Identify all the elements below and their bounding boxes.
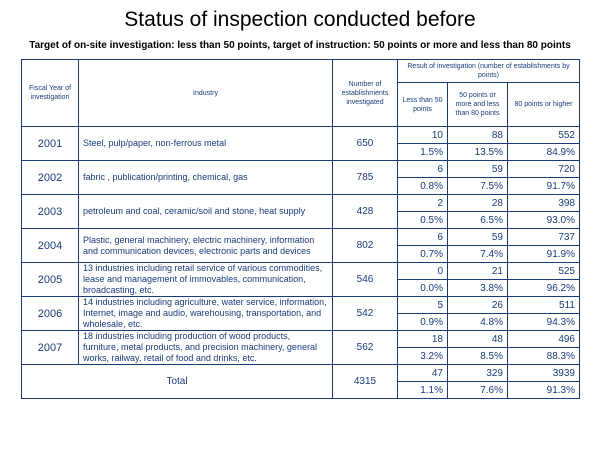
count-50-to-80: 26 — [447, 296, 508, 314]
industry-cell: 14 industries including agriculture, wat… — [78, 296, 333, 331]
percent-80-or-higher: 91.3% — [507, 381, 580, 399]
percent-80-or-higher: 93.0% — [507, 211, 580, 229]
establishments-count-cell: 650 — [332, 126, 398, 161]
count-less-than-50: 0 — [397, 262, 448, 280]
count-80-or-higher: 511 — [507, 296, 580, 314]
count-less-than-50: 2 — [397, 194, 448, 212]
table-row-percent: 0.7% 7.4% 91.9% — [22, 245, 580, 263]
establishments-count-cell: 542 — [332, 296, 398, 331]
establishments-count-cell: 562 — [332, 330, 398, 365]
industry-cell: petroleum and coal, ceramic/soil and sto… — [78, 194, 333, 229]
table-row: 2002 fabric , publication/printing, chemi… — [21, 160, 580, 195]
industry-cell: 18 industries including production of wo… — [78, 330, 333, 365]
percent-less-than-50: 0.8% — [397, 177, 448, 195]
percent-80-or-higher: 91.7% — [507, 177, 580, 195]
count-50-to-80: 59 — [447, 228, 508, 246]
header-fiscal-year: Fiscal Year of investigation — [21, 59, 79, 127]
percent-50-to-80: 3.8% — [447, 279, 508, 297]
percent-80-or-higher: 84.9% — [507, 143, 580, 161]
establishments-count-cell: 428 — [332, 194, 398, 229]
percent-less-than-50: 0.0% — [397, 279, 448, 297]
percent-less-than-50: 1.1% — [397, 381, 448, 399]
count-80-or-higher: 525 — [507, 262, 580, 280]
count-80-or-higher: 720 — [507, 160, 580, 178]
percent-80-or-higher: 94.3% — [507, 313, 580, 331]
fiscal-year-cell: 2001 — [21, 126, 79, 161]
header-less-than-50: Less than 50 points — [397, 82, 448, 127]
count-less-than-50: 47 — [397, 364, 448, 382]
page-subtitle: Target of on-site investigation: less th… — [29, 40, 571, 51]
percent-less-than-50: 0.5% — [397, 211, 448, 229]
fiscal-year-cell: 2006 — [21, 296, 79, 331]
count-80-or-higher: 552 — [507, 126, 580, 144]
fiscal-year-cell: 2004 — [21, 228, 79, 263]
fiscal-year-cell: 2003 — [21, 194, 79, 229]
count-50-to-80: 59 — [447, 160, 508, 178]
count-less-than-50: 18 — [397, 330, 448, 348]
count-less-than-50: 10 — [397, 126, 448, 144]
fiscal-year-cell: 2005 — [21, 262, 79, 297]
count-80-or-higher: 3939 — [507, 364, 580, 382]
count-50-to-80: 88 — [447, 126, 508, 144]
header-80-or-higher: 80 points or higher — [507, 82, 580, 127]
industry-cell: Steel, pulp/paper, non-ferrous metal — [78, 126, 333, 161]
percent-less-than-50: 0.9% — [397, 313, 448, 331]
page-title: Status of inspection conducted before — [124, 8, 476, 31]
count-less-than-50: 6 — [397, 228, 448, 246]
percent-50-to-80: 7.5% — [447, 177, 508, 195]
count-80-or-higher: 398 — [507, 194, 580, 212]
establishments-count-cell: 785 — [332, 160, 398, 195]
count-less-than-50: 5 — [397, 296, 448, 314]
establishments-count-cell: 4315 — [332, 364, 398, 399]
percent-80-or-higher: 91.9% — [507, 245, 580, 263]
header-industry: Industry — [78, 59, 333, 127]
inspection-table: Fiscal Year of investigation Industry Nu… — [21, 59, 580, 399]
industry-cell: 13 industries including retail service o… — [78, 262, 333, 297]
table-row: 2005 13 industries including retail servi… — [21, 262, 580, 297]
percent-50-to-80: 8.5% — [447, 347, 508, 365]
percent-50-to-80: 4.8% — [447, 313, 508, 331]
percent-50-to-80: 6.5% — [447, 211, 508, 229]
table-row: 2003 petroleum and coal, ceramic/soil and… — [21, 194, 580, 229]
table-row-percent: 0.5% 6.5% 93.0% — [22, 211, 580, 229]
table-row: 2006 14 industries including agriculture,… — [21, 296, 580, 331]
industry-cell: Plastic, general machinery, electric mac… — [78, 228, 333, 263]
header-50-to-80: 50 points or more and less than 80 point… — [447, 82, 508, 127]
count-50-to-80: 28 — [447, 194, 508, 212]
table-row: Total 4315 47 329 3939 — [21, 364, 580, 399]
percent-80-or-higher: 88.3% — [507, 347, 580, 365]
percent-50-to-80: 7.6% — [447, 381, 508, 399]
establishments-count-cell: 546 — [332, 262, 398, 297]
percent-less-than-50: 3.2% — [397, 347, 448, 365]
table-row-percent: 1.1% 7.6% 91.3% — [22, 381, 580, 399]
table-body: 2001 Steel, pulp/paper, non-ferrous metal… — [21, 126, 580, 399]
table-row-percent: 3.2% 8.5% 88.3% — [22, 347, 580, 365]
total-label: Total — [21, 364, 333, 399]
header-number-investigated: Number of establishments investigated — [332, 59, 398, 127]
establishments-count-cell: 802 — [332, 228, 398, 263]
table-row: 2001 Steel, pulp/paper, non-ferrous metal… — [21, 126, 580, 161]
table-row: 2004 Plastic, general machinery, electric… — [21, 228, 580, 263]
count-80-or-higher: 496 — [507, 330, 580, 348]
fiscal-year-cell: 2002 — [21, 160, 79, 195]
count-50-to-80: 21 — [447, 262, 508, 280]
percent-50-to-80: 13.5% — [447, 143, 508, 161]
table-row-percent: 0.9% 4.8% 94.3% — [22, 313, 580, 331]
industry-cell: fabric , publication/printing, chemical,… — [78, 160, 333, 195]
count-less-than-50: 6 — [397, 160, 448, 178]
table-row-percent: 1.5% 13.5% 84.9% — [22, 143, 580, 161]
percent-less-than-50: 1.5% — [397, 143, 448, 161]
fiscal-year-cell: 2007 — [21, 330, 79, 365]
count-80-or-higher: 737 — [507, 228, 580, 246]
count-50-to-80: 48 — [447, 330, 508, 348]
header-result: Result of investigation (number of estab… — [397, 59, 580, 83]
percent-less-than-50: 0.7% — [397, 245, 448, 263]
percent-50-to-80: 7.4% — [447, 245, 508, 263]
table-row: 2007 18 industries including production o… — [21, 330, 580, 365]
count-50-to-80: 329 — [447, 364, 508, 382]
percent-80-or-higher: 96.2% — [507, 279, 580, 297]
